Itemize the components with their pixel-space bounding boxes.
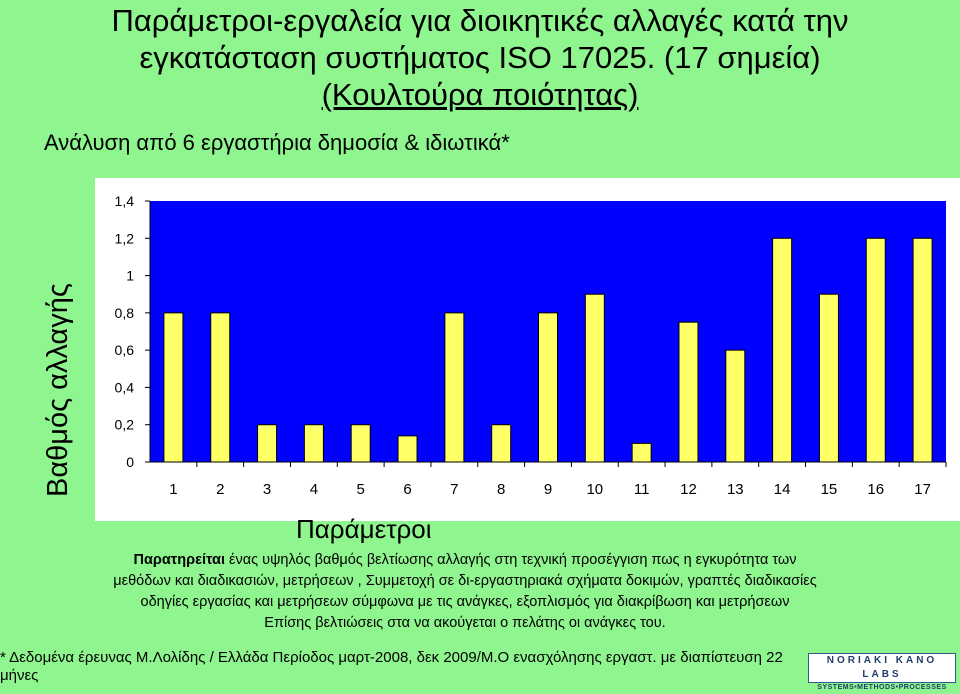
title-line-1: Παράμετροι-εργαλεία για διοικητικές αλλα… bbox=[111, 3, 849, 38]
x-tick-label: 11 bbox=[634, 481, 650, 498]
x-tick-label: 15 bbox=[821, 481, 838, 498]
footer-source: * Δεδομένα έρευνας Μ.Λολίδης / Ελλάδα Πε… bbox=[0, 649, 783, 684]
bar-chart: 00,20,40,60,811,21,41 2 3 4 5 6 7 8 9 10 11 12 13 14 1… bbox=[115, 193, 947, 498]
bar-6 bbox=[397, 435, 418, 463]
y-tick-label: 0,2 bbox=[115, 417, 135, 433]
y-tick-label: 1,4 bbox=[115, 193, 135, 209]
logo: NORIAKI KANO LABS SYSTEMS•METHODS•PROCES… bbox=[808, 653, 956, 691]
bar-4 bbox=[303, 424, 324, 463]
bar-8 bbox=[491, 424, 512, 463]
note-line-3: οδηγίες εργασίας και μετρήσεων σύμφωνα μ… bbox=[140, 594, 790, 610]
logo-line-1: NORIAKI KANO LABS bbox=[826, 655, 938, 680]
bar-13 bbox=[725, 349, 746, 463]
x-tick-label: 16 bbox=[867, 481, 884, 498]
x-tick-label: 10 bbox=[586, 481, 603, 498]
y-tick-label: 0,6 bbox=[115, 342, 135, 358]
chart-area: 0 0,2 0,4 0,6 0,8 1 1,2 1,4 1 2 3 4 5 6 7 8 9 10 11 12 13 14 1… bbox=[95, 178, 960, 521]
x-tick-label: 8 bbox=[497, 481, 505, 498]
bar-9 bbox=[538, 312, 558, 463]
note-bold-word: Παρατηρείται bbox=[133, 552, 226, 568]
note-line-4: Επίσης βελτιώσεις στα να ακούγεται ο πελ… bbox=[264, 615, 666, 631]
bar-14 bbox=[772, 237, 793, 463]
bar-15 bbox=[818, 293, 839, 463]
x-tick-label: 2 bbox=[216, 481, 224, 498]
y-tick-label: 0,4 bbox=[115, 379, 135, 395]
slide-title: Παράμετροι-εργαλεία για διοικητικές αλλα… bbox=[30, 2, 930, 113]
y-tick-label: 1,2 bbox=[115, 230, 135, 246]
bar-11 bbox=[631, 442, 652, 463]
bar-7 bbox=[444, 312, 465, 463]
x-tick-label: 1 bbox=[169, 481, 177, 498]
note-line-1-rest: ένας υψηλός βαθμός βελτίωσης αλλαγής στη… bbox=[225, 552, 797, 568]
x-tick-label: 6 bbox=[403, 481, 411, 498]
bar-17 bbox=[912, 237, 933, 463]
x-tick-label: 3 bbox=[263, 481, 271, 498]
title-line-2: εγκατάσταση συστήματος ISO 17025. (17 ση… bbox=[139, 40, 821, 75]
title-line-3: (Κουλτούρα ποιότητας) bbox=[321, 77, 639, 112]
bar-5 bbox=[350, 424, 371, 463]
y-tick-label: 0 bbox=[126, 454, 134, 470]
observation-note: Παρατηρείται ένας υψηλός βαθμός βελτίωση… bbox=[10, 550, 920, 634]
x-tick-label: 12 bbox=[680, 481, 697, 498]
y-tick-label: 0,8 bbox=[115, 305, 135, 321]
y-tick-label: 1 bbox=[126, 268, 134, 284]
x-tick-label: 13 bbox=[727, 481, 744, 498]
bar-3 bbox=[257, 424, 278, 463]
x-tick-label: 17 bbox=[914, 481, 931, 498]
x-tick-label: 7 bbox=[450, 481, 458, 498]
bar-2 bbox=[210, 312, 231, 463]
bar-1 bbox=[163, 312, 184, 463]
x-tick-label: 4 bbox=[310, 481, 318, 498]
y-axis-label: Βαθμός αλλαγής bbox=[42, 283, 74, 497]
bar-12 bbox=[678, 321, 699, 463]
x-tick-label: 14 bbox=[774, 481, 791, 498]
note-line-1: Παρατηρείται ένας υψηλός βαθμός βελτίωση… bbox=[10, 550, 920, 571]
chart-subtitle: Ανάλυση από 6 εργαστήρια δημοσία & ιδιωτ… bbox=[44, 130, 510, 155]
x-tick-label: 5 bbox=[357, 481, 365, 498]
bar-16 bbox=[865, 237, 886, 463]
note-line-2: μεθόδων και διαδικασιών, μετρήσεων , Συμ… bbox=[113, 573, 817, 589]
x-axis-label: Παράμετροι bbox=[296, 514, 432, 544]
bar-10 bbox=[584, 293, 605, 463]
x-tick-label: 9 bbox=[544, 481, 552, 498]
